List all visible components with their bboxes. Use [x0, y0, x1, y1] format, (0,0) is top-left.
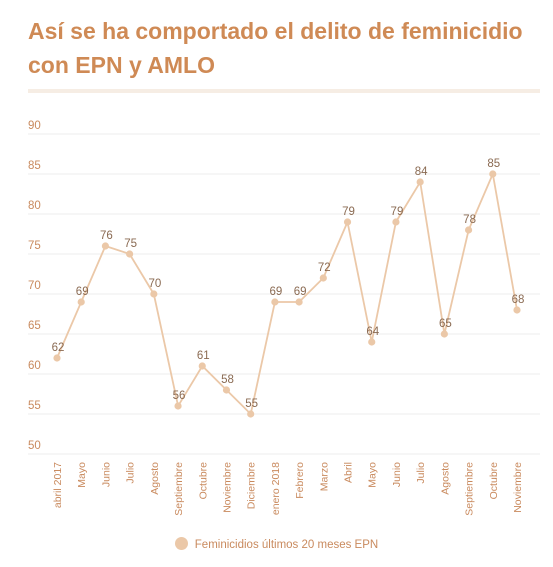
data-label: 69 — [269, 286, 282, 298]
data-point — [295, 298, 303, 306]
data-point — [198, 362, 206, 370]
x-tick-label: Junio — [100, 462, 112, 487]
x-tick-label: Septiembre — [464, 462, 476, 516]
data-point — [271, 298, 279, 306]
data-point — [440, 330, 448, 338]
x-tick-label: Octubre — [488, 462, 500, 500]
x-tick-label: Septiembre — [173, 462, 185, 516]
data-label: 64 — [366, 326, 379, 338]
legend: Feminicidios últimos 20 meses EPN — [0, 537, 553, 551]
data-point — [416, 178, 424, 186]
x-tick-label: Julio — [125, 462, 137, 484]
data-point — [53, 354, 61, 362]
data-point — [247, 410, 255, 418]
x-tick-label: Mayo — [76, 462, 88, 488]
y-tick-label: 50 — [28, 440, 41, 452]
data-label: 79 — [342, 206, 355, 218]
x-tick-label: Mayo — [367, 462, 379, 488]
data-point — [77, 298, 85, 306]
y-tick-label: 65 — [28, 320, 41, 332]
data-point — [126, 250, 134, 258]
data-label: 61 — [197, 350, 210, 362]
x-tick-label: Marzo — [318, 462, 330, 491]
x-tick-label: Agosto — [439, 462, 451, 495]
legend-label: Feminicidios últimos 20 meses EPN — [194, 539, 379, 551]
x-tick-label: Agosto — [149, 462, 161, 495]
data-label: 55 — [245, 398, 258, 410]
x-tick-label: Junio — [391, 462, 403, 487]
legend-marker — [174, 537, 188, 550]
data-label: 72 — [318, 262, 331, 274]
y-tick-label: 90 — [28, 120, 41, 132]
chart-title: Así se ha comportado el delito de femini… — [28, 18, 523, 78]
y-tick-label: 55 — [28, 400, 41, 412]
data-label: 85 — [487, 158, 500, 170]
data-point — [489, 170, 497, 178]
y-tick-label: 85 — [28, 160, 41, 172]
data-label: 69 — [76, 286, 89, 298]
data-label: 56 — [173, 390, 186, 402]
data-label: 58 — [221, 374, 234, 386]
data-point — [464, 226, 473, 234]
x-tick-label: Octubre — [197, 462, 209, 500]
data-point — [392, 218, 400, 226]
y-tick-label: 60 — [28, 360, 41, 372]
data-label: 62 — [52, 342, 65, 354]
x-tick-label: Noviembre — [512, 462, 524, 513]
x-tick-label: abril 2017 — [52, 462, 64, 508]
x-tick-label: Noviembre — [221, 462, 233, 513]
data-point — [150, 290, 158, 298]
data-label: 76 — [100, 230, 113, 242]
x-tick-label: Julio — [415, 462, 427, 484]
y-axis-ticks: 50 55 60 65 70 75 80 85 90 — [28, 120, 41, 452]
data-point — [513, 306, 521, 314]
series-line — [56, 170, 518, 416]
data-points — [53, 170, 521, 418]
grid-layer — [28, 133, 540, 455]
data-label: 65 — [439, 318, 452, 330]
y-tick-label: 75 — [28, 240, 41, 252]
y-tick-label: 80 — [28, 200, 41, 212]
data-label: 69 — [294, 286, 307, 298]
data-label: 68 — [512, 294, 525, 306]
data-label: 75 — [124, 238, 137, 250]
y-tick-label: 70 — [28, 280, 41, 292]
data-label: 79 — [391, 206, 404, 218]
data-point — [222, 386, 231, 394]
data-label: 70 — [148, 278, 161, 290]
x-tick-label: Diciembre — [246, 462, 258, 509]
data-point — [174, 402, 182, 410]
title-divider — [28, 89, 540, 93]
data-point — [368, 338, 376, 346]
data-point — [101, 242, 110, 250]
x-tick-label: enero 2018 — [270, 462, 282, 515]
data-label: 84 — [415, 166, 428, 178]
x-tick-label: Febrero — [294, 462, 306, 499]
data-label: 78 — [463, 214, 476, 226]
data-point — [343, 218, 352, 226]
x-axis-ticks: abril 2017 Mayo Junio Julio Agosto Septiembre… — [52, 462, 524, 516]
data-point — [319, 274, 327, 282]
data-labels: 62 69 76 75 70 56 61 58 55 69 69 72 79 64 79 84 65 78 85 68 — [52, 158, 525, 410]
x-tick-label: Abril — [343, 462, 355, 483]
